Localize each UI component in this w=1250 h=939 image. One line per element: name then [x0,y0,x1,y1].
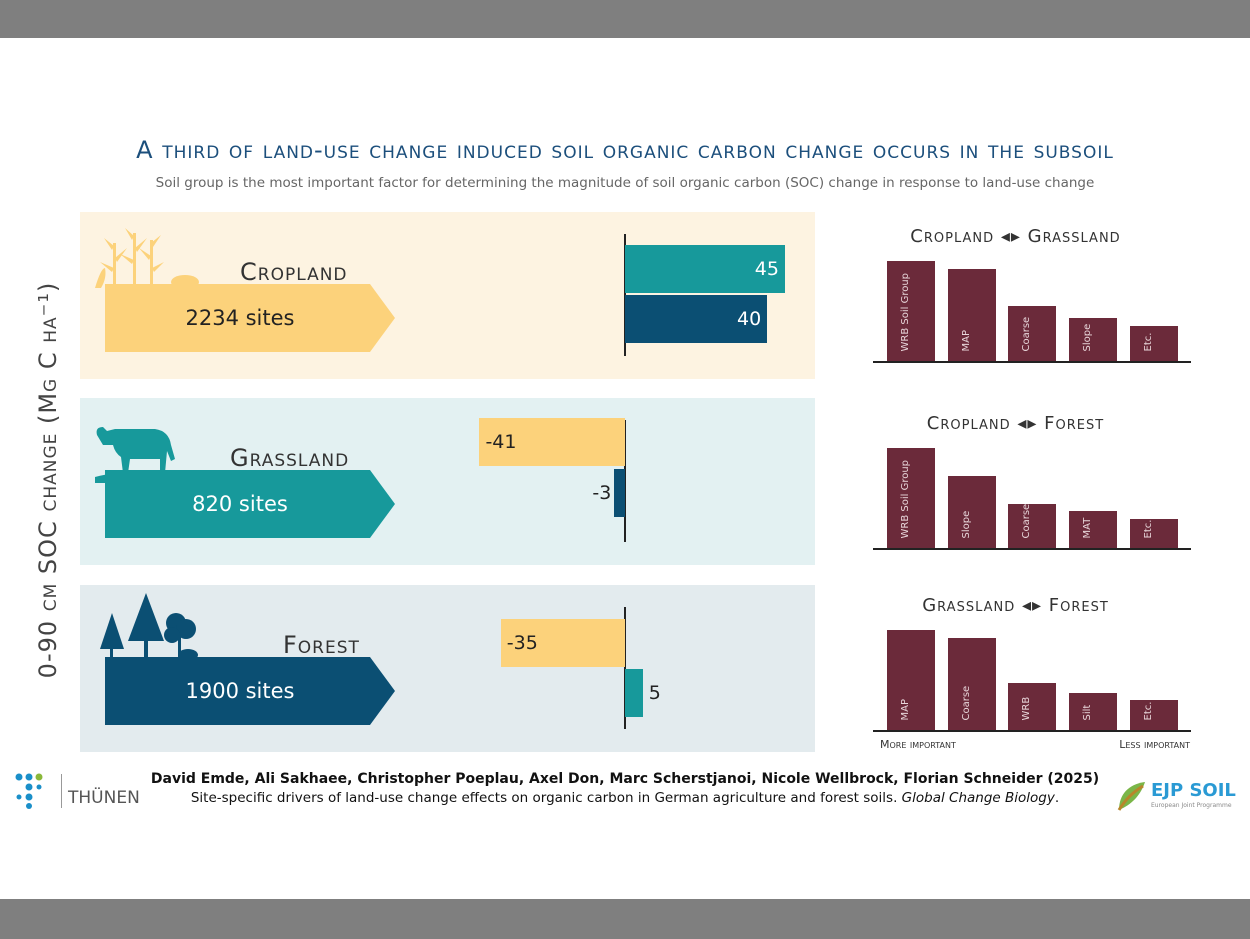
ejp-soil-text: EJP SOIL [1151,780,1236,801]
arrow-shape [105,284,395,352]
citation-paper: Site-specific drivers of land-use change… [150,790,1100,806]
soc-change-value: -41 [485,431,517,453]
soc-change-bar [614,469,625,517]
importance-bar: Silt [1069,693,1118,730]
citation-authors: David Emde, Ali Sakhaee, Christopher Poe… [150,771,1100,787]
site-count: 1900 sites [185,679,295,703]
importance-bar: Etc. [1129,700,1178,730]
citation-end: . [1054,790,1060,806]
panel-cropland: Cropland 2234 sites 45 40 [80,212,815,379]
importance-bar: Etc. [1129,326,1178,361]
soc-change-value: 45 [754,258,779,280]
thunen-dots-icon [15,773,43,809]
importance-bar-label: Etc. [1142,701,1154,721]
importance-bar-label: Silt [1082,704,1094,721]
soc-change-value: -3 [592,482,612,504]
soc-change-bar [479,418,625,466]
importance-bar: Etc. [1129,519,1178,548]
importance-bar: MAT [1069,511,1118,548]
importance-chart-2: Cropland ◂▸ Forest WRB Soil Group Slope Coa… [873,413,1193,583]
importance-bar-label: Coarse [1021,503,1033,539]
zero-axis [624,607,626,729]
land-use-label: Cropland [240,258,348,286]
arrow-shape [105,470,395,538]
panel-grassland: Grassland 820 sites -41 -3 [80,398,815,565]
importance-bar: MAP [947,269,996,361]
page-subtitle: Soil group is the most important factor … [155,175,1095,191]
importance-chart-title: Cropland ◂▸ Grassland [910,226,1121,247]
soc-change-bar [625,669,643,717]
soc-change-value: 40 [737,308,762,330]
more-important-label: More important [880,738,956,751]
importance-bar-label: MAP [900,699,911,721]
importance-bar-label: Etc. [1142,519,1154,539]
y-axis-label: 0-90 cm SOC change (Mg C ha⁻¹) [34,281,62,679]
importance-chart-title: Grassland ◂▸ Forest [922,595,1109,616]
importance-bar-label: WRB Soil Group [900,272,911,352]
less-important-label: Less important [1119,738,1190,751]
ejp-soil-subtext: European Joint Programme [1151,802,1232,809]
importance-bar-label: Slope [1082,323,1094,352]
arrow-shape [105,657,395,725]
top-band [0,0,1250,38]
importance-bar-label: Coarse [1021,316,1033,352]
page-title: A third of land-use change induced soil … [136,136,1114,164]
importance-bar-label: WRB [1021,696,1033,721]
importance-bar: MAP [887,630,935,730]
importance-bar: Coarse [947,638,996,730]
bottom-band [0,899,1250,939]
tree-icon [100,593,198,661]
soc-change-bar [500,619,625,667]
importance-bar: Coarse [1008,306,1057,361]
importance-bar-label: Etc. [1142,332,1154,352]
journal-name: Global Change Biology [901,790,1055,806]
importance-bar: Coarse [1008,503,1057,548]
sites-arrow: 2234 sites [105,284,395,352]
thunen-logo-text: THÜNEN [68,788,140,808]
thunen-logo: THÜNEN [14,772,144,812]
zero-axis [624,420,626,542]
site-count: 820 sites [192,492,288,516]
importance-bar: WRB Soil Group [887,448,935,548]
soc-change-bar [625,245,785,293]
importance-chart-1: Cropland ◂▸ Grassland WRB Soil Group MAP Co… [873,226,1193,396]
ejp-soil-logo: EJP SOIL European Joint Programme [1115,780,1245,814]
sites-arrow: 1900 sites [105,657,395,725]
importance-baseline [873,548,1191,550]
land-use-label: Grassland [230,444,350,472]
importance-bar-label: MAP [960,330,972,352]
site-count: 2234 sites [185,306,295,330]
importance-bar-label: Slope [960,510,972,539]
soc-change-value: 5 [648,682,661,704]
paper-title: Site-specific drivers of land-use change… [190,790,902,806]
leaf-icon [1117,782,1145,811]
importance-chart-title: Cropland ◂▸ Forest [926,413,1105,434]
importance-baseline [873,730,1191,732]
soc-change-value: -35 [506,632,538,654]
importance-bar: Slope [947,476,996,548]
importance-bar-label: Coarse [960,685,972,721]
importance-baseline [873,361,1191,363]
importance-bar-label: WRB Soil Group [900,459,911,539]
land-use-label: Forest [283,631,360,659]
importance-chart-3: Grassland ◂▸ Forest MAP Coarse WRB Silt Etc. [873,595,1193,765]
importance-bar: WRB [1008,683,1057,730]
panel-forest: Forest 1900 sites -35 5 [80,585,815,752]
soc-change-bar [625,295,767,343]
crop-icon [95,228,199,289]
importance-bar-label: MAT [1082,517,1094,539]
importance-bar: WRB Soil Group [887,261,935,361]
importance-bar: Slope [1069,318,1118,361]
sites-arrow: 820 sites [105,470,395,538]
